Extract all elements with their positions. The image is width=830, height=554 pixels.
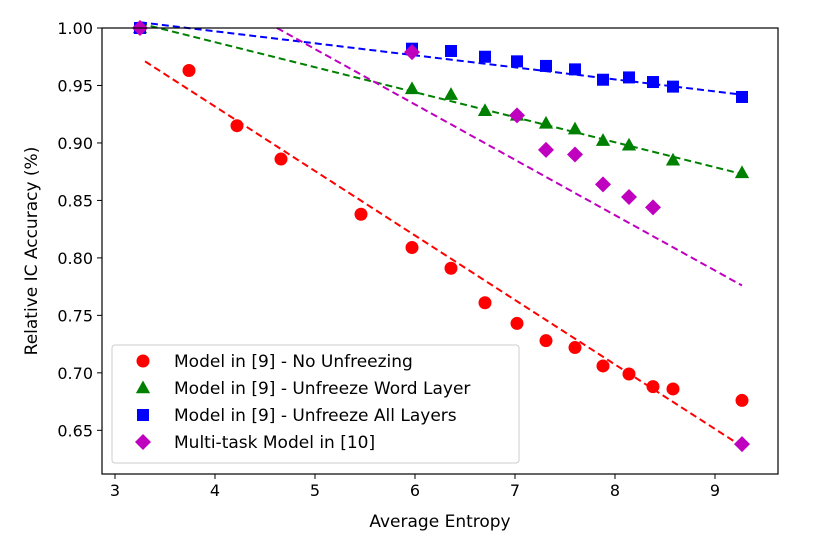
- data-point-circle: [444, 261, 458, 275]
- data-point-circle: [354, 207, 368, 221]
- plot-frame: [101, 27, 779, 475]
- data-point-circle: [735, 393, 749, 407]
- data-point-circle: [405, 241, 419, 255]
- legend-marker-circle: [136, 354, 150, 368]
- data-point-square: [511, 55, 523, 68]
- data-point-square: [623, 71, 635, 84]
- data-point-triangle: [621, 137, 637, 151]
- x-axis-ticks: 3 4 5 6 7 8 9: [110, 474, 720, 500]
- x-tick-label: 5: [310, 481, 320, 500]
- y-tick-label: 0.80: [57, 249, 93, 268]
- data-point-square: [479, 50, 491, 63]
- data-point-triangle: [538, 115, 554, 129]
- data-point-circle: [568, 341, 582, 355]
- trend-line-circle: [144, 60, 743, 448]
- data-point-square: [569, 63, 581, 76]
- trend-line-diamond: [276, 27, 743, 287]
- data-point-circle: [646, 380, 660, 394]
- series-diamond: [132, 20, 750, 453]
- y-tick-label: 0.75: [57, 306, 93, 325]
- trend-line-square: [139, 21, 743, 96]
- data-point-diamond: [621, 188, 637, 205]
- y-tick-label: 0.90: [57, 134, 93, 153]
- y-axis-ticks: 0.65 0.70 0.75 0.80 0.85 0.90 0.95 1.00: [57, 19, 102, 440]
- y-tick-label: 0.95: [57, 76, 93, 95]
- x-axis-label: Average Entropy: [369, 512, 510, 532]
- data-point-diamond: [404, 44, 420, 61]
- legend-marker-diamond: [135, 434, 151, 450]
- data-point-square: [540, 59, 552, 72]
- data-point-square: [647, 76, 659, 89]
- data-point-circle: [230, 119, 244, 133]
- legend-marker-square: [137, 409, 149, 421]
- data-point-square: [736, 90, 748, 103]
- legend-label: Model in [9] - No Unfreezing: [174, 352, 413, 372]
- legend-label: Multi-task Model in [10]: [174, 433, 375, 453]
- legend-label: Model in [9] - Unfreeze All Layers: [174, 406, 457, 426]
- legend-label: Model in [9] - Unfreeze Word Layer: [174, 379, 470, 399]
- data-point-circle: [539, 334, 553, 348]
- data-point-triangle: [665, 152, 681, 166]
- data-point-triangle: [734, 165, 750, 179]
- data-point-triangle: [595, 133, 611, 146]
- data-point-square: [597, 73, 609, 86]
- data-markers: [132, 20, 750, 453]
- legend-box: [111, 344, 520, 464]
- data-point-circle: [274, 152, 288, 166]
- x-tick-label: 9: [710, 481, 720, 500]
- data-point-diamond: [645, 199, 661, 216]
- data-point-circle: [478, 296, 492, 310]
- trend-lines: [139, 21, 743, 448]
- legend: Model in [9] - No Unfreezing Model in [9]…: [111, 344, 520, 464]
- data-point-triangle: [567, 121, 583, 135]
- y-tick-label: 0.85: [57, 191, 93, 210]
- data-point-triangle: [477, 103, 493, 117]
- series-circle: [133, 21, 749, 407]
- data-point-triangle: [404, 81, 420, 95]
- data-point-circle: [510, 316, 524, 330]
- y-tick-label: 1.00: [57, 19, 93, 38]
- data-point-diamond: [567, 146, 583, 163]
- data-point-diamond: [538, 141, 554, 158]
- x-tick-label: 7: [510, 481, 520, 500]
- legend-marker-triangle: [135, 380, 151, 394]
- x-tick-label: 3: [110, 481, 120, 500]
- y-tick-label: 0.70: [57, 364, 93, 383]
- data-point-circle: [622, 367, 636, 381]
- x-tick-label: 8: [610, 481, 620, 500]
- series-square: [134, 22, 748, 103]
- data-point-circle: [182, 64, 196, 78]
- data-point-diamond: [734, 436, 750, 453]
- data-point-diamond: [595, 176, 611, 193]
- data-point-diamond: [509, 107, 525, 124]
- data-point-triangle: [443, 87, 459, 100]
- data-point-circle: [596, 359, 610, 373]
- data-point-square: [445, 44, 457, 57]
- y-axis-label: Relative IC Accuracy (%): [22, 147, 42, 356]
- trend-line-triangle: [139, 22, 743, 175]
- y-tick-label: 0.65: [57, 421, 93, 440]
- data-point-circle: [666, 382, 680, 396]
- data-point-square: [667, 80, 679, 93]
- x-tick-label: 4: [210, 481, 220, 500]
- x-tick-label: 6: [410, 481, 420, 500]
